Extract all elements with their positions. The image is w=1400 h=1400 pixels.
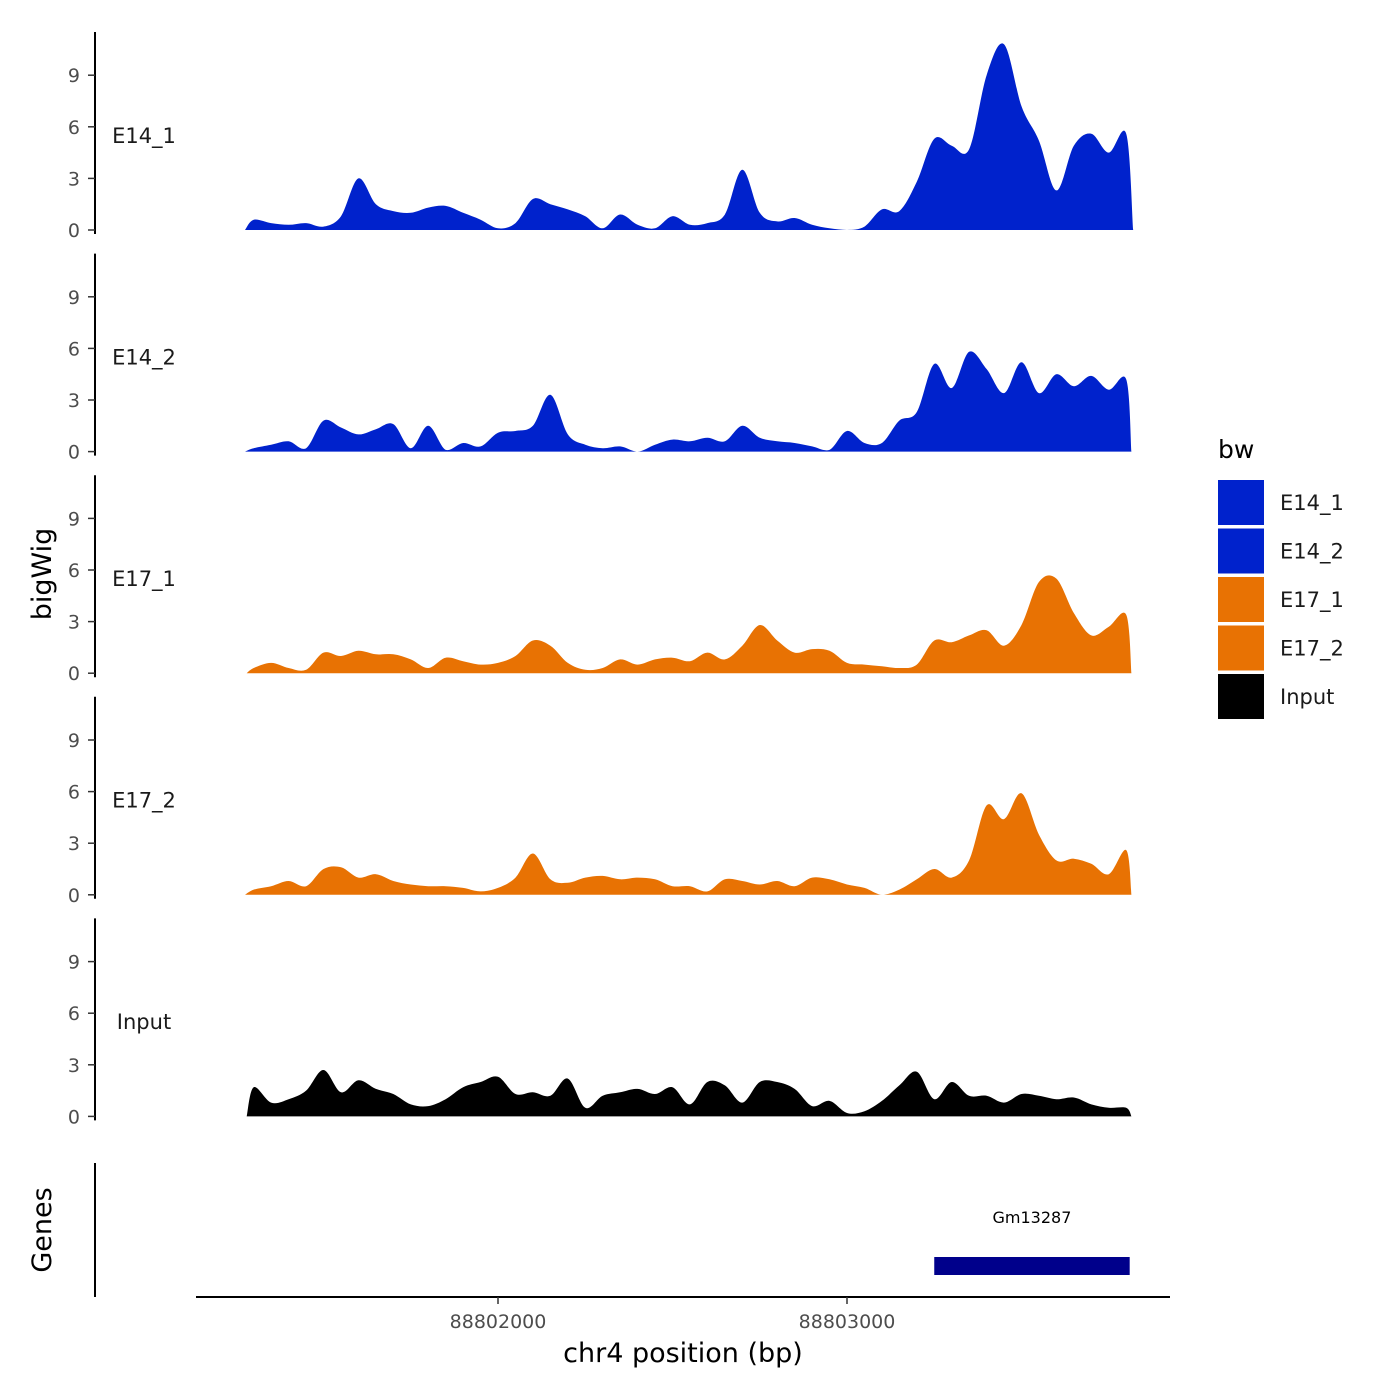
legend-label: E14_2 — [1280, 540, 1344, 565]
y-tick-label: 6 — [68, 782, 80, 804]
y-tick-label: 9 — [68, 287, 80, 309]
legend-key-E17_2 — [1218, 625, 1264, 671]
y-tick-label: 9 — [68, 730, 80, 752]
legend-key-E14_1 — [1218, 480, 1264, 525]
y-tick-label: 6 — [68, 338, 80, 360]
y-tick-label: 6 — [68, 560, 80, 582]
y-tick-label: 9 — [68, 65, 80, 87]
area-E17_1 — [246, 575, 1132, 674]
track-label: E17_1 — [112, 567, 176, 592]
area-E14_1 — [245, 43, 1134, 231]
tracks-group: 0 3 6 9 E14_1 0 3 6 9 E14_2 0 3 6 9 E17_1 0 3 6 9 E17_2 0 3 6 9… — [68, 32, 1134, 1128]
y-tick-label: 9 — [68, 508, 80, 530]
y-tick-label: 9 — [68, 952, 80, 974]
y-tick-label: 0 — [68, 1106, 80, 1128]
legend-label: E17_2 — [1280, 637, 1344, 662]
track-label: E14_2 — [112, 345, 176, 370]
x-axis-title: chr4 position (bp) — [563, 1338, 803, 1369]
gene-body — [934, 1257, 1130, 1275]
x-axis: 88802000 88803000 — [196, 1296, 1170, 1333]
genes-panel: Genes Gm13287 — [27, 1163, 1130, 1297]
x-tick-label: 88802000 — [450, 1311, 547, 1333]
y-tick-label: 0 — [68, 663, 80, 685]
legend: bw E14_1 E14_2 E17_1 E17_2 Input — [1218, 435, 1344, 719]
legend-key-E17_1 — [1218, 577, 1264, 622]
track-E14_1: 0 3 6 9 E14_1 — [68, 32, 1134, 242]
track-E17_2: 0 3 6 9 E17_2 — [68, 696, 1132, 907]
legend-label: E17_1 — [1280, 588, 1344, 613]
y-tick-label: 6 — [68, 1003, 80, 1025]
y-tick-label: 3 — [68, 612, 80, 634]
y-tick-label: 6 — [68, 117, 80, 139]
legend-key-Input — [1218, 674, 1264, 719]
track-Input: 0 3 6 9 Input — [68, 918, 1132, 1128]
track-E14_2: 0 3 6 9 E14_2 — [68, 253, 1132, 464]
y-tick-label: 0 — [68, 885, 80, 907]
y-tick-label: 0 — [68, 442, 80, 464]
track-label: E14_1 — [112, 124, 176, 149]
legend-title: bw — [1218, 435, 1254, 464]
y-axis-title: bigWig — [27, 528, 58, 621]
y-tick-label: 3 — [68, 833, 80, 855]
y-tick-label: 3 — [68, 390, 80, 412]
area-Input — [246, 1069, 1132, 1117]
track-label: Input — [117, 1010, 171, 1034]
x-tick-label: 88803000 — [799, 1311, 896, 1333]
area-E17_2 — [245, 793, 1132, 895]
y-tick-label: 3 — [68, 1055, 80, 1077]
y-tick-label: 0 — [68, 220, 80, 242]
track-label: E17_2 — [112, 789, 176, 814]
legend-key-E14_2 — [1218, 528, 1264, 574]
legend-label: Input — [1280, 685, 1334, 709]
track-E17_1: 0 3 6 9 E17_1 — [68, 475, 1132, 685]
legend-label: E14_1 — [1280, 491, 1344, 516]
gene-label: Gm13287 — [993, 1208, 1072, 1227]
y-tick-label: 3 — [68, 168, 80, 190]
area-E14_2 — [245, 351, 1132, 452]
genes-axis-title: Genes — [27, 1187, 58, 1272]
